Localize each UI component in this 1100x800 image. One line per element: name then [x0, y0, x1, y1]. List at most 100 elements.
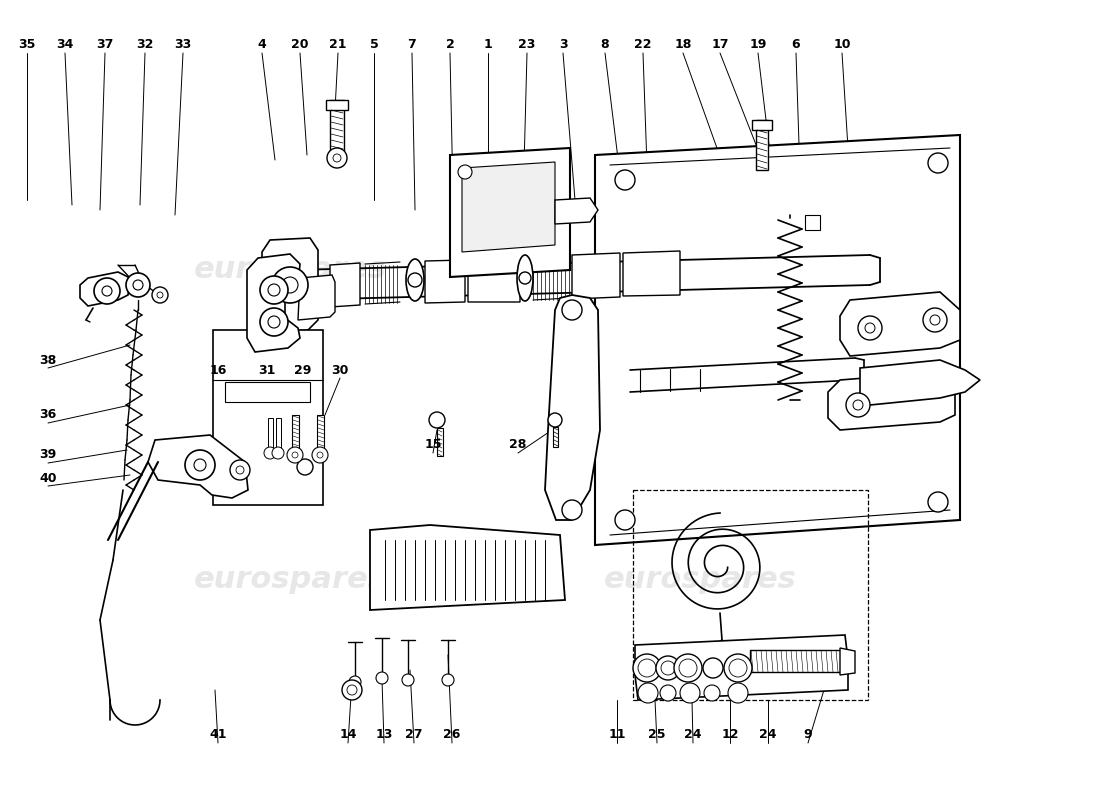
Text: 18: 18 [674, 38, 692, 51]
Text: eurospares: eurospares [604, 255, 796, 285]
Text: 41: 41 [209, 729, 227, 742]
Text: 24: 24 [759, 729, 777, 742]
Text: 37: 37 [97, 38, 113, 51]
Bar [276, 418, 280, 453]
Circle shape [260, 276, 288, 304]
Text: 1: 1 [484, 38, 493, 51]
Bar [756, 120, 768, 170]
Circle shape [519, 272, 531, 284]
Text: 9: 9 [804, 729, 812, 742]
Bar [330, 100, 344, 155]
Circle shape [408, 273, 422, 287]
Text: 20: 20 [292, 38, 309, 51]
Circle shape [562, 500, 582, 520]
Circle shape [194, 459, 206, 471]
Text: 30: 30 [331, 363, 349, 377]
Text: 19: 19 [749, 38, 767, 51]
Circle shape [661, 661, 675, 675]
Bar [268, 418, 273, 453]
Circle shape [852, 400, 864, 410]
Text: 38: 38 [40, 354, 56, 366]
Circle shape [287, 447, 303, 463]
Text: 15: 15 [425, 438, 442, 451]
Text: 31: 31 [258, 363, 276, 377]
Bar [213, 330, 323, 505]
Circle shape [729, 659, 747, 677]
Circle shape [865, 323, 874, 333]
Polygon shape [425, 260, 465, 303]
Circle shape [679, 659, 697, 677]
Circle shape [349, 676, 361, 688]
Circle shape [346, 685, 358, 695]
Text: 11: 11 [608, 729, 626, 742]
Text: 8: 8 [601, 38, 609, 51]
Polygon shape [572, 253, 620, 299]
Polygon shape [595, 135, 960, 545]
Circle shape [638, 683, 658, 703]
Polygon shape [468, 258, 520, 302]
Text: 10: 10 [834, 38, 850, 51]
Circle shape [402, 674, 414, 686]
Text: 33: 33 [175, 38, 191, 51]
Circle shape [615, 170, 635, 190]
Text: 40: 40 [40, 471, 57, 485]
Ellipse shape [517, 255, 534, 301]
Text: 26: 26 [443, 729, 461, 742]
Polygon shape [298, 275, 336, 320]
Text: eurospares: eurospares [194, 255, 386, 285]
Text: 14: 14 [339, 729, 356, 742]
Circle shape [615, 510, 635, 530]
Text: 17: 17 [712, 38, 728, 51]
Bar [326, 100, 348, 110]
Text: 36: 36 [40, 409, 56, 422]
Circle shape [260, 308, 288, 336]
Polygon shape [450, 148, 570, 277]
Circle shape [133, 280, 143, 290]
Text: eurospares: eurospares [604, 566, 796, 594]
Circle shape [327, 148, 346, 168]
Circle shape [312, 447, 328, 463]
Polygon shape [262, 238, 318, 333]
Text: 22: 22 [635, 38, 651, 51]
Bar [750, 650, 845, 672]
Text: 23: 23 [518, 38, 536, 51]
Text: 21: 21 [329, 38, 346, 51]
Circle shape [317, 452, 323, 458]
Text: 24: 24 [684, 729, 702, 742]
Polygon shape [828, 372, 955, 430]
Circle shape [928, 153, 948, 173]
Circle shape [674, 654, 702, 682]
Polygon shape [805, 215, 820, 230]
Circle shape [102, 286, 112, 296]
Circle shape [442, 674, 454, 686]
Circle shape [728, 683, 748, 703]
Text: 3: 3 [559, 38, 568, 51]
Circle shape [157, 292, 163, 298]
Circle shape [185, 450, 214, 480]
Polygon shape [370, 525, 565, 610]
Circle shape [930, 315, 940, 325]
Circle shape [703, 658, 723, 678]
Polygon shape [635, 635, 848, 700]
Text: 4: 4 [257, 38, 266, 51]
Polygon shape [544, 295, 600, 520]
Polygon shape [556, 198, 598, 224]
Circle shape [858, 316, 882, 340]
Circle shape [548, 413, 562, 427]
Bar [632, 490, 868, 700]
Circle shape [236, 466, 244, 474]
Text: 29: 29 [295, 363, 311, 377]
Circle shape [94, 278, 120, 304]
Circle shape [264, 447, 276, 459]
Circle shape [282, 277, 298, 293]
Bar [226, 382, 310, 402]
Text: 39: 39 [40, 449, 56, 462]
Circle shape [376, 672, 388, 684]
Text: 5: 5 [370, 38, 378, 51]
Polygon shape [80, 272, 130, 306]
Polygon shape [330, 263, 360, 307]
Circle shape [680, 683, 700, 703]
Text: 25: 25 [648, 729, 666, 742]
Text: 13: 13 [375, 729, 393, 742]
Circle shape [272, 447, 284, 459]
